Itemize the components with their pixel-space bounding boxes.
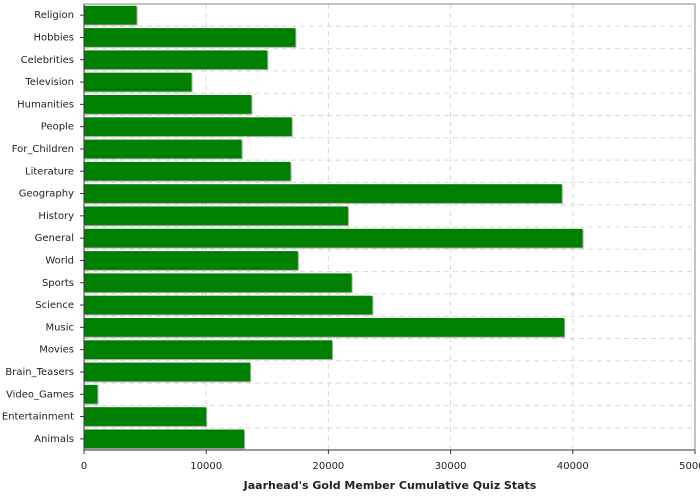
y-tick-label: Music (46, 322, 74, 333)
bar (84, 273, 352, 293)
bar (84, 72, 192, 92)
y-tick-label: Humanities (17, 99, 74, 110)
bar (84, 28, 296, 47)
y-tick-label: Brain_Teasers (5, 367, 74, 378)
bar (84, 251, 298, 270)
bar (84, 117, 292, 137)
y-tick-label: Hobbies (34, 32, 74, 43)
x-tick-label: 0 (81, 461, 87, 472)
x-tick-label: 30000 (435, 461, 467, 472)
bar (84, 94, 252, 114)
y-tick-label: History (38, 211, 74, 222)
bar (84, 317, 565, 337)
bar (84, 429, 245, 449)
y-tick-label: Literature (25, 166, 74, 177)
y-tick-label: World (45, 255, 74, 266)
y-tick-label: Celebrities (21, 55, 74, 66)
x-tick-label: 10000 (190, 461, 222, 472)
x-tick-label: 40000 (557, 461, 589, 472)
bar (84, 362, 251, 382)
bar (84, 184, 562, 203)
bar (84, 407, 207, 426)
y-tick-label: Movies (39, 345, 74, 356)
bar (84, 228, 583, 248)
x-tick-label: 20000 (312, 461, 344, 472)
x-axis-title: Jaarhead's Gold Member Cumulative Quiz S… (243, 479, 537, 492)
bar (84, 50, 268, 70)
y-tick-label: Entertainment (2, 412, 74, 423)
y-tick-label: Animals (34, 434, 74, 445)
bar (84, 139, 242, 159)
y-tick-label: General (35, 233, 74, 244)
y-tick-label: For_Children (12, 144, 74, 155)
bar (84, 384, 98, 404)
x-tick-label: 50000 (679, 461, 700, 472)
y-tick-label: Geography (19, 189, 74, 200)
bar (84, 206, 348, 226)
y-tick-label: People (41, 122, 74, 133)
y-tick-label: Television (24, 77, 74, 88)
bar (84, 295, 373, 315)
bar (84, 340, 333, 360)
y-tick-label: Video_Games (6, 389, 74, 400)
bar (84, 161, 291, 181)
y-tick-label: Science (35, 300, 74, 311)
bar (84, 5, 137, 25)
y-tick-label: Sports (42, 278, 74, 289)
y-tick-label: Religion (34, 10, 74, 21)
